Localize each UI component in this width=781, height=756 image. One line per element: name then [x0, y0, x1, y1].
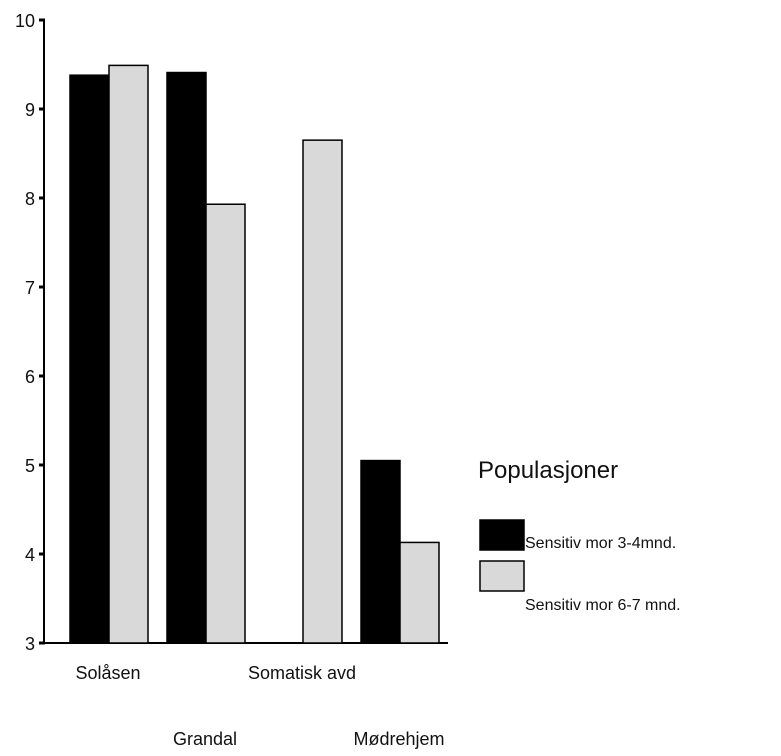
category-label: Grandal	[173, 729, 237, 749]
legend-label: Sensitiv mor 6-7 mnd.	[525, 597, 681, 614]
category-label: Somatisk avd	[248, 663, 356, 683]
legend-swatch	[479, 519, 525, 551]
y-tick-label: 7	[25, 278, 35, 298]
bars	[69, 64, 440, 644]
legend-swatch	[479, 560, 525, 592]
bar-sensitiv-mor-6-7mnd-1	[205, 203, 246, 644]
category-label: Mødrehjem	[353, 729, 444, 749]
bar-sensitiv-mor-6-7mnd-3	[399, 541, 440, 644]
bar-sensitiv-mor-3-4mnd-1	[166, 71, 207, 644]
bar-sensitiv-mor-6-7mnd-0	[108, 64, 149, 644]
y-tick-label: 5	[25, 456, 35, 476]
y-tick-label: 8	[25, 189, 35, 209]
y-tick-label: 9	[25, 100, 35, 120]
bar-sensitiv-mor-3-4mnd-0	[69, 74, 110, 644]
legend: Populasjoner Sensitiv mor 3-4mnd. Sensitiv…	[478, 457, 681, 614]
y-tick-label: 6	[25, 367, 35, 387]
legend-title: Populasjoner	[478, 457, 618, 484]
bar-sensitiv-mor-3-4mnd-3	[360, 459, 401, 644]
bar-sensitiv-mor-6-7mnd-2	[302, 139, 343, 644]
category-label: Solåsen	[75, 663, 140, 683]
category-labels: Solåsen Grandal Somatisk avd Mødrehjem	[75, 663, 444, 749]
y-tick-label: 10	[15, 11, 35, 31]
legend-label: Sensitiv mor 3-4mnd.	[525, 535, 676, 552]
y-tick-label: 4	[25, 545, 35, 565]
y-tick-label: 3	[25, 634, 35, 654]
